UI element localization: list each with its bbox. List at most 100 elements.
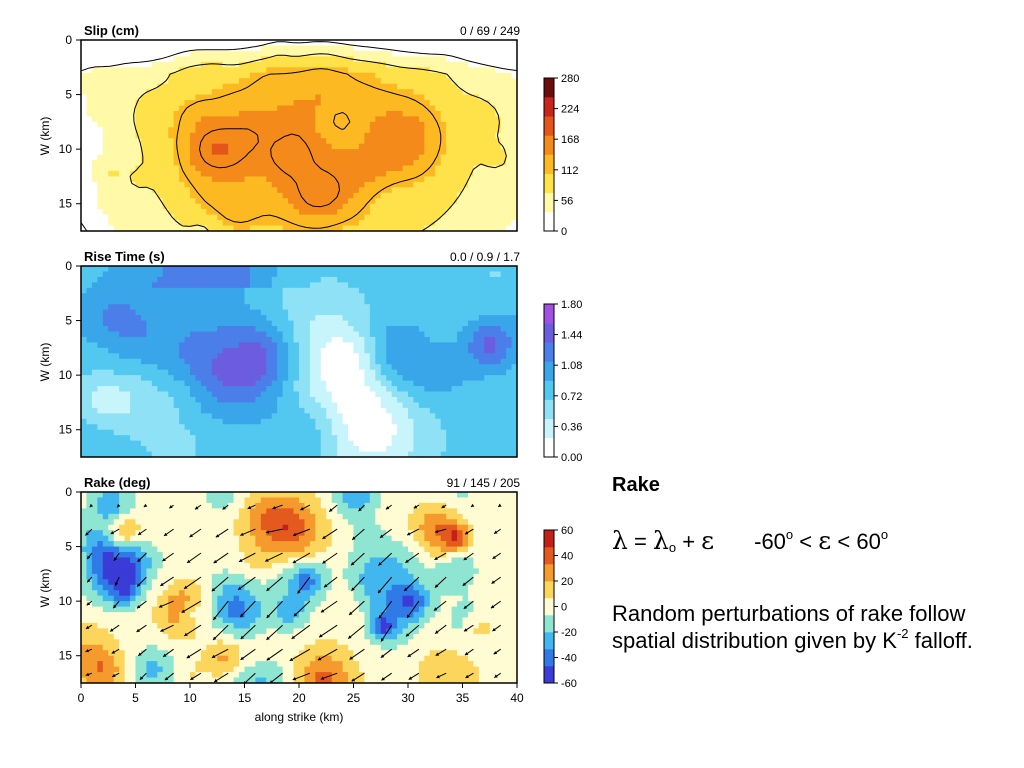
heatmap-cell [408, 380, 415, 387]
heatmap-cell [304, 364, 311, 371]
heatmap-cell [146, 380, 153, 387]
heatmap-cell [424, 170, 431, 178]
heatmap-cell [206, 187, 213, 194]
heatmap-cell [418, 271, 425, 278]
heatmap-cell [288, 149, 295, 156]
heatmap-cell [489, 353, 496, 360]
heatmap-cell [386, 160, 393, 167]
heatmap-cell [266, 50, 273, 57]
heatmap-cell [146, 402, 153, 409]
heatmap-cell [255, 78, 262, 85]
heatmap-cell [162, 45, 169, 52]
heatmap-cell [113, 143, 120, 150]
heatmap-cell [364, 165, 371, 172]
heatmap-cell [81, 181, 88, 188]
heatmap-cell [135, 143, 142, 150]
heatmap-cell [86, 61, 93, 68]
heatmap-cell [451, 331, 458, 338]
heatmap-cell [457, 89, 464, 96]
heatmap-cell [190, 353, 197, 360]
heatmap-cell [304, 282, 311, 289]
heatmap-cell [484, 380, 491, 387]
heatmap-cell [511, 342, 517, 349]
heatmap-cell [293, 116, 300, 123]
heatmap-cell [413, 149, 420, 156]
heatmap-cell [495, 315, 502, 322]
heatmap-cell [146, 364, 153, 371]
colorbar-tick-label: 224 [561, 104, 579, 116]
heatmap-cell [506, 198, 513, 205]
heatmap-cell [217, 342, 224, 349]
heatmap-cell [429, 271, 436, 278]
heatmap-cell [451, 170, 458, 178]
heatmap-cell [184, 127, 191, 134]
heatmap-cell [446, 138, 453, 145]
heatmap-cell [228, 192, 235, 199]
heatmap-cell [348, 347, 355, 354]
heatmap-cell [511, 358, 517, 365]
heatmap-cell [113, 391, 120, 398]
heatmap-cell [353, 336, 360, 343]
heatmap-cell [140, 353, 147, 360]
heatmap-cell [228, 386, 235, 393]
heatmap-cell [467, 110, 474, 117]
heatmap-cell [260, 386, 267, 393]
heatmap-cell [478, 143, 485, 150]
heatmap-cell [489, 271, 496, 278]
heatmap-cell [413, 347, 420, 354]
heatmap-cell [97, 50, 104, 57]
heatmap-cell [97, 149, 104, 156]
heatmap-cell [162, 271, 169, 278]
heatmap-cell [489, 94, 496, 101]
heatmap-cell [244, 40, 251, 47]
heatmap-cell [391, 78, 398, 85]
heatmap-cell [413, 326, 420, 333]
heatmap-cell [375, 358, 382, 365]
heatmap-cell [91, 110, 98, 117]
heatmap-cell [97, 61, 104, 68]
heatmap-cell [424, 276, 431, 283]
heatmap-cell [190, 132, 197, 139]
heatmap-cell [249, 127, 256, 134]
heatmap-cell [500, 67, 507, 74]
heatmap-cell [364, 132, 371, 139]
heatmap-cell [217, 331, 224, 338]
heatmap-cell [467, 347, 474, 354]
heatmap-cell [380, 149, 387, 156]
heatmap-cell [86, 391, 93, 398]
heatmap-cell [315, 83, 322, 90]
heatmap-cell [484, 353, 491, 360]
heatmap-cell [315, 402, 322, 409]
heatmap-cell [211, 309, 218, 316]
heatmap-cell [386, 353, 393, 360]
heatmap-cell [244, 50, 251, 57]
heatmap-cell [151, 276, 158, 283]
heatmap-cell [146, 220, 153, 227]
heatmap-cell [380, 369, 387, 376]
heatmap-cell [206, 358, 213, 365]
heatmap-cell [200, 214, 207, 221]
heatmap-cell [342, 326, 349, 333]
heatmap-cell [195, 353, 202, 360]
heatmap-cell [113, 187, 120, 194]
heatmap-cell [239, 67, 246, 74]
heatmap-cell [478, 198, 485, 205]
heatmap-cell [408, 347, 415, 354]
heatmap-cell [190, 320, 197, 327]
heatmap-cell [408, 132, 415, 139]
heatmap-cell [222, 94, 229, 101]
heatmap-cell [288, 132, 295, 139]
heatmap-cell [380, 380, 387, 387]
heatmap-cell [190, 364, 197, 371]
heatmap-cell [408, 220, 415, 227]
heatmap-cell [484, 138, 491, 145]
heatmap-cell [260, 287, 267, 294]
heatmap-cell [195, 287, 202, 294]
heatmap-cell [391, 187, 398, 194]
heatmap-cell [140, 40, 147, 47]
heatmap-cell [457, 282, 464, 289]
heatmap-cell [81, 293, 88, 300]
heatmap-cell [102, 375, 109, 382]
heatmap-cell [119, 116, 126, 123]
heatmap-cell [271, 132, 278, 139]
